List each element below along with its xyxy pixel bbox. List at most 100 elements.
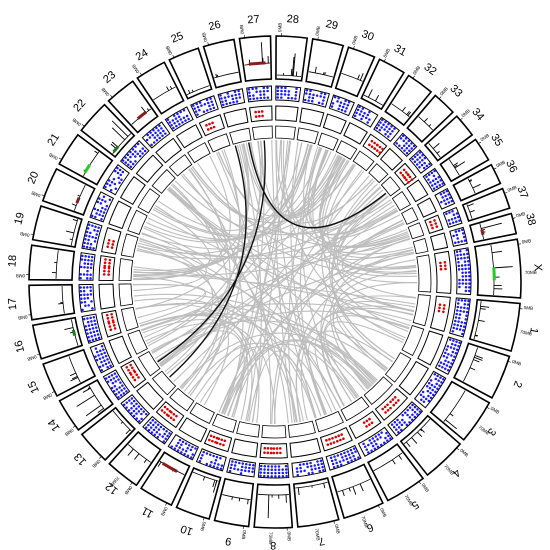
density-dot bbox=[389, 437, 392, 440]
density-dot bbox=[447, 352, 450, 356]
link-gray bbox=[136, 195, 389, 260]
chromosome-label-33: 33 bbox=[447, 83, 464, 100]
density-dot bbox=[444, 202, 448, 206]
density-dot bbox=[107, 179, 111, 182]
density-track bbox=[387, 401, 424, 437]
tick-mark bbox=[139, 72, 142, 76]
marker-dot bbox=[208, 438, 211, 442]
marker-dot bbox=[429, 220, 432, 224]
histogram-spike bbox=[375, 94, 380, 102]
density-dot bbox=[237, 89, 240, 93]
density-dot bbox=[439, 179, 442, 182]
link-gray bbox=[133, 144, 313, 272]
density-dot bbox=[119, 173, 122, 177]
density-dot bbox=[106, 358, 109, 361]
density-dot bbox=[84, 304, 87, 307]
density-track bbox=[81, 220, 103, 252]
density-dot bbox=[205, 462, 209, 466]
marker-dot bbox=[205, 124, 208, 127]
marker-dot bbox=[408, 175, 412, 179]
link-gray bbox=[133, 155, 231, 281]
density-dot bbox=[212, 465, 216, 468]
density-dot bbox=[338, 104, 342, 107]
density-dot bbox=[366, 113, 370, 117]
tick-label-start: 0MB bbox=[72, 117, 82, 127]
density-dot bbox=[465, 310, 469, 314]
density-dot bbox=[439, 192, 443, 196]
histogram-spike bbox=[212, 479, 216, 488]
density-dot bbox=[245, 463, 248, 466]
chromosome-label-10: 10 bbox=[179, 522, 195, 537]
histogram-baseline bbox=[186, 85, 210, 95]
histogram-baseline bbox=[448, 159, 460, 176]
density-dot bbox=[402, 139, 406, 143]
density-dot bbox=[89, 289, 92, 293]
density-track bbox=[357, 426, 394, 457]
histogram-spike bbox=[474, 334, 479, 337]
density-dot bbox=[412, 144, 416, 148]
tick-mark bbox=[99, 456, 102, 459]
marker-track bbox=[406, 179, 429, 203]
density-dot bbox=[416, 158, 419, 161]
inner-track bbox=[236, 421, 260, 438]
density-dot bbox=[117, 391, 121, 394]
chromosome-label-11: 11 bbox=[140, 504, 156, 520]
histogram-spike bbox=[406, 110, 410, 115]
marker-dot bbox=[275, 447, 279, 450]
density-dot bbox=[401, 134, 405, 138]
density-dot bbox=[186, 454, 190, 458]
density-dot bbox=[182, 116, 186, 120]
density-dot bbox=[83, 300, 87, 304]
link-gray bbox=[275, 139, 326, 416]
density-dot bbox=[461, 282, 465, 285]
density-dot bbox=[104, 377, 108, 380]
chromosome-label-32: 32 bbox=[422, 61, 439, 78]
density-dot bbox=[360, 117, 363, 121]
density-dot bbox=[100, 345, 104, 348]
marker-dot bbox=[107, 273, 110, 276]
marker-dot bbox=[434, 222, 437, 225]
density-dot bbox=[444, 359, 447, 363]
marker-dot bbox=[163, 411, 166, 414]
density-dot bbox=[455, 250, 459, 254]
marker-dot bbox=[206, 128, 210, 131]
density-dot bbox=[448, 222, 452, 225]
tick-mark bbox=[383, 58, 386, 62]
marker-dot bbox=[103, 261, 107, 264]
density-dot bbox=[447, 201, 451, 204]
tick-mark bbox=[493, 167, 497, 170]
density-dot bbox=[443, 199, 446, 202]
density-dot bbox=[336, 100, 339, 103]
tick-mark bbox=[377, 505, 380, 509]
density-dot bbox=[99, 349, 102, 353]
density-dot bbox=[452, 339, 455, 342]
density-dot bbox=[209, 453, 212, 457]
density-dot bbox=[83, 262, 87, 265]
density-dot bbox=[428, 162, 431, 166]
link-gray bbox=[190, 144, 311, 221]
density-dot bbox=[363, 445, 367, 448]
density-dot bbox=[194, 447, 197, 450]
marker-dot bbox=[325, 439, 328, 442]
density-dot bbox=[407, 139, 411, 143]
marker-dot bbox=[111, 243, 115, 246]
link-gray bbox=[248, 350, 317, 422]
chromosome-track-17 bbox=[28, 283, 76, 321]
tick-label-start: 0MB bbox=[91, 459, 101, 469]
density-dot bbox=[225, 102, 228, 106]
density-dot bbox=[252, 94, 255, 97]
density-dot bbox=[266, 86, 269, 89]
tick-mark bbox=[418, 481, 421, 485]
density-dot bbox=[203, 103, 207, 106]
marker-dot bbox=[214, 440, 217, 444]
link-gray bbox=[171, 184, 289, 424]
density-dot bbox=[137, 410, 141, 413]
density-dot bbox=[87, 324, 91, 327]
density-dot bbox=[199, 457, 203, 460]
link-gray bbox=[133, 293, 378, 381]
chromosome-track-14 bbox=[58, 378, 114, 432]
density-dot bbox=[344, 99, 347, 103]
density-dot bbox=[99, 210, 103, 213]
inner-track bbox=[363, 376, 393, 405]
chromosome-track-12 bbox=[108, 430, 162, 487]
